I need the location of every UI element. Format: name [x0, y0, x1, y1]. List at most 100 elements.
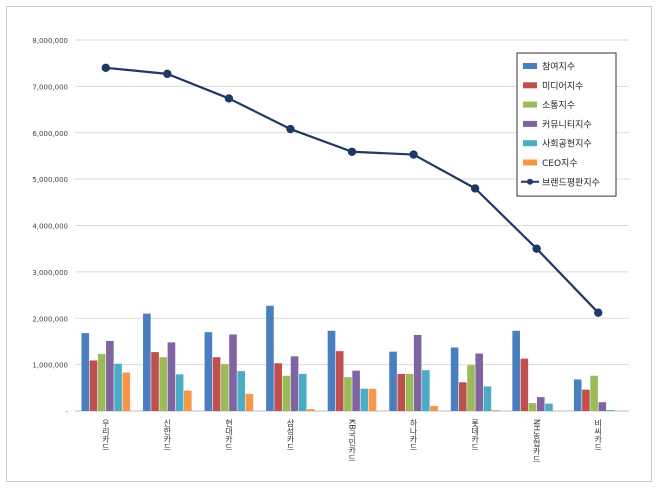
total-line	[101, 63, 603, 317]
bar	[352, 370, 360, 411]
legend-label: 브랜드평판지수	[542, 177, 600, 188]
bar	[159, 357, 168, 411]
legend-label: CEO지수	[542, 158, 578, 169]
line-point	[347, 147, 357, 156]
x-tick-label: 비씨카드	[593, 419, 602, 451]
bar	[422, 370, 430, 411]
y-axis: - 1,000,000 2,000,000 3,000,000 4,000,000 5,0…	[32, 37, 68, 416]
bar	[184, 390, 192, 411]
bar	[89, 360, 98, 411]
bar	[475, 353, 484, 411]
line-point	[101, 63, 110, 73]
x-tick-label: 우리카드	[101, 419, 110, 451]
bar	[536, 397, 545, 411]
bar	[143, 313, 151, 411]
line-point	[409, 150, 418, 159]
bar	[573, 379, 582, 411]
x-tick-label: 신한카드	[163, 419, 172, 451]
bar	[327, 330, 336, 411]
legend-label: 소통지수	[542, 100, 575, 111]
bar	[545, 403, 553, 411]
bar	[151, 352, 159, 411]
line-point	[286, 124, 295, 134]
bar	[459, 382, 467, 411]
legend-line-marker	[527, 178, 533, 185]
x-tick-label: 현대카드	[224, 419, 233, 451]
gridlines	[75, 39, 629, 412]
bar	[397, 373, 406, 411]
line-point	[163, 69, 172, 79]
bar	[483, 386, 492, 411]
legend-swatch	[523, 101, 537, 108]
x-tick-label: 롯데카드	[470, 419, 479, 451]
chart-svg: - 1,000,000 2,000,000 3,000,000 4,000,000 5,0…	[32, 37, 629, 463]
bar	[175, 374, 184, 411]
bar	[204, 332, 213, 411]
bar	[307, 409, 315, 411]
bar	[528, 403, 537, 411]
bar	[520, 358, 529, 411]
legend-swatch	[523, 140, 537, 147]
bar	[467, 365, 475, 411]
bar	[335, 351, 344, 411]
bar	[220, 364, 229, 411]
bar	[450, 347, 459, 411]
legend-swatch	[523, 120, 537, 127]
bar	[344, 377, 352, 411]
bar	[389, 351, 397, 411]
y-tick-label: 5,000,000	[32, 176, 68, 184]
bar	[97, 353, 106, 411]
chart-frame: - 1,000,000 2,000,000 3,000,000 4,000,000 5,0…	[6, 6, 652, 482]
legend-label: 커뮤니티지수	[542, 119, 592, 130]
bar	[298, 373, 307, 411]
line-point	[224, 94, 234, 103]
x-tick-label: NH농협카드	[532, 419, 541, 463]
bar	[106, 340, 114, 411]
bar	[114, 363, 122, 411]
legend-label: 사회공헌지수	[542, 139, 592, 150]
bar	[212, 357, 221, 411]
bar	[491, 410, 500, 411]
x-tick-label: 삼성카드	[286, 418, 295, 451]
bar	[512, 330, 520, 411]
bars	[81, 305, 615, 411]
bar	[266, 305, 274, 411]
y-tick-label: -	[65, 408, 68, 416]
y-tick-label: 2,000,000	[32, 315, 68, 323]
y-tick-label: 1,000,000	[32, 362, 68, 370]
y-tick-label: 8,000,000	[32, 37, 68, 45]
line-point	[594, 308, 603, 317]
bar	[582, 389, 590, 411]
bar	[81, 333, 90, 411]
legend-swatch	[523, 63, 537, 69]
bar	[590, 375, 598, 411]
bar	[282, 375, 291, 411]
legend-swatch	[523, 82, 537, 89]
x-tick-label: 하나카드	[409, 418, 418, 451]
bar	[606, 410, 615, 411]
bar	[229, 334, 237, 411]
legend-label: 참여지수	[542, 61, 575, 73]
bar	[413, 334, 422, 411]
bar	[167, 342, 176, 411]
x-axis: 우리카드 신한카드 현대카드 삼성카드 KB국민카드 하나카드 롯데카드 NH농협카드 비씨카드	[101, 418, 603, 463]
bar	[430, 405, 438, 411]
bar	[598, 402, 607, 411]
line-point	[532, 244, 541, 253]
legend-swatch	[523, 159, 537, 166]
line-point	[470, 184, 480, 193]
bar	[237, 371, 245, 411]
bar	[274, 363, 282, 411]
bar	[405, 373, 414, 411]
bar	[360, 388, 369, 411]
legend-label: 미디어지수	[542, 81, 583, 92]
y-tick-label: 7,000,000	[32, 83, 68, 91]
x-tick-label: KB국민카드	[347, 419, 356, 462]
bar	[245, 393, 254, 411]
y-tick-label: 4,000,000	[32, 223, 68, 231]
bar	[368, 388, 377, 411]
bar	[290, 356, 299, 411]
y-tick-label: 3,000,000	[32, 269, 68, 277]
bar	[122, 372, 131, 411]
